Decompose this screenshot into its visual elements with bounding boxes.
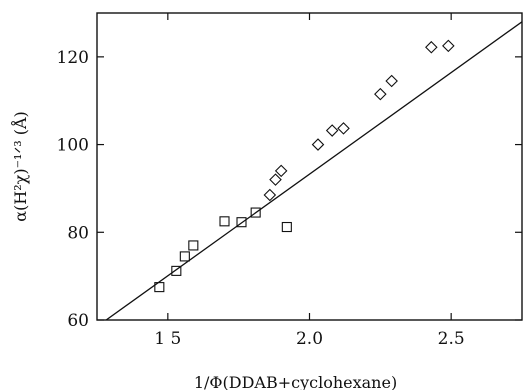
axis-ticks: 1 5 2.0 2.5 60 80 100 120: [57, 13, 522, 349]
plot-frame: [96, 12, 523, 321]
square-point: [154, 282, 165, 293]
square-point: [236, 217, 247, 228]
square-point: [250, 207, 261, 218]
diamond-point: [337, 122, 350, 135]
data-points: [154, 39, 455, 293]
diamond-point: [374, 87, 387, 101]
diamond-point: [274, 164, 288, 178]
diamond-point: [385, 74, 398, 88]
y-tick-label: 60: [67, 311, 89, 331]
y-axis-label: α(H²χ)⁻¹ᐟ³ (Å): [10, 111, 30, 222]
diamond-point: [269, 173, 282, 186]
diamond-point: [263, 188, 277, 202]
y-tick-label: 120: [57, 48, 89, 68]
axes: [96, 12, 523, 321]
square-point: [219, 216, 230, 227]
x-tick-label: 2.0: [296, 329, 323, 349]
x-axis-label: 1/Φ(DDAB+cyclohexane): [194, 373, 397, 390]
x-tick-label: 1 5: [154, 329, 181, 349]
fit-line-group: [105, 21, 522, 320]
square-point: [281, 221, 292, 233]
diamond-point: [311, 138, 325, 151]
diamond-point: [325, 124, 339, 137]
fit-line: [105, 21, 522, 320]
diamond-point: [425, 40, 438, 54]
diamond-point: [442, 39, 455, 53]
square-point: [179, 251, 190, 262]
y-tick-label: 80: [67, 223, 89, 243]
y-tick-label: 100: [57, 136, 89, 156]
square-point: [171, 265, 182, 276]
square-point: [188, 240, 199, 251]
x-tick-label: 2.5: [438, 329, 465, 349]
